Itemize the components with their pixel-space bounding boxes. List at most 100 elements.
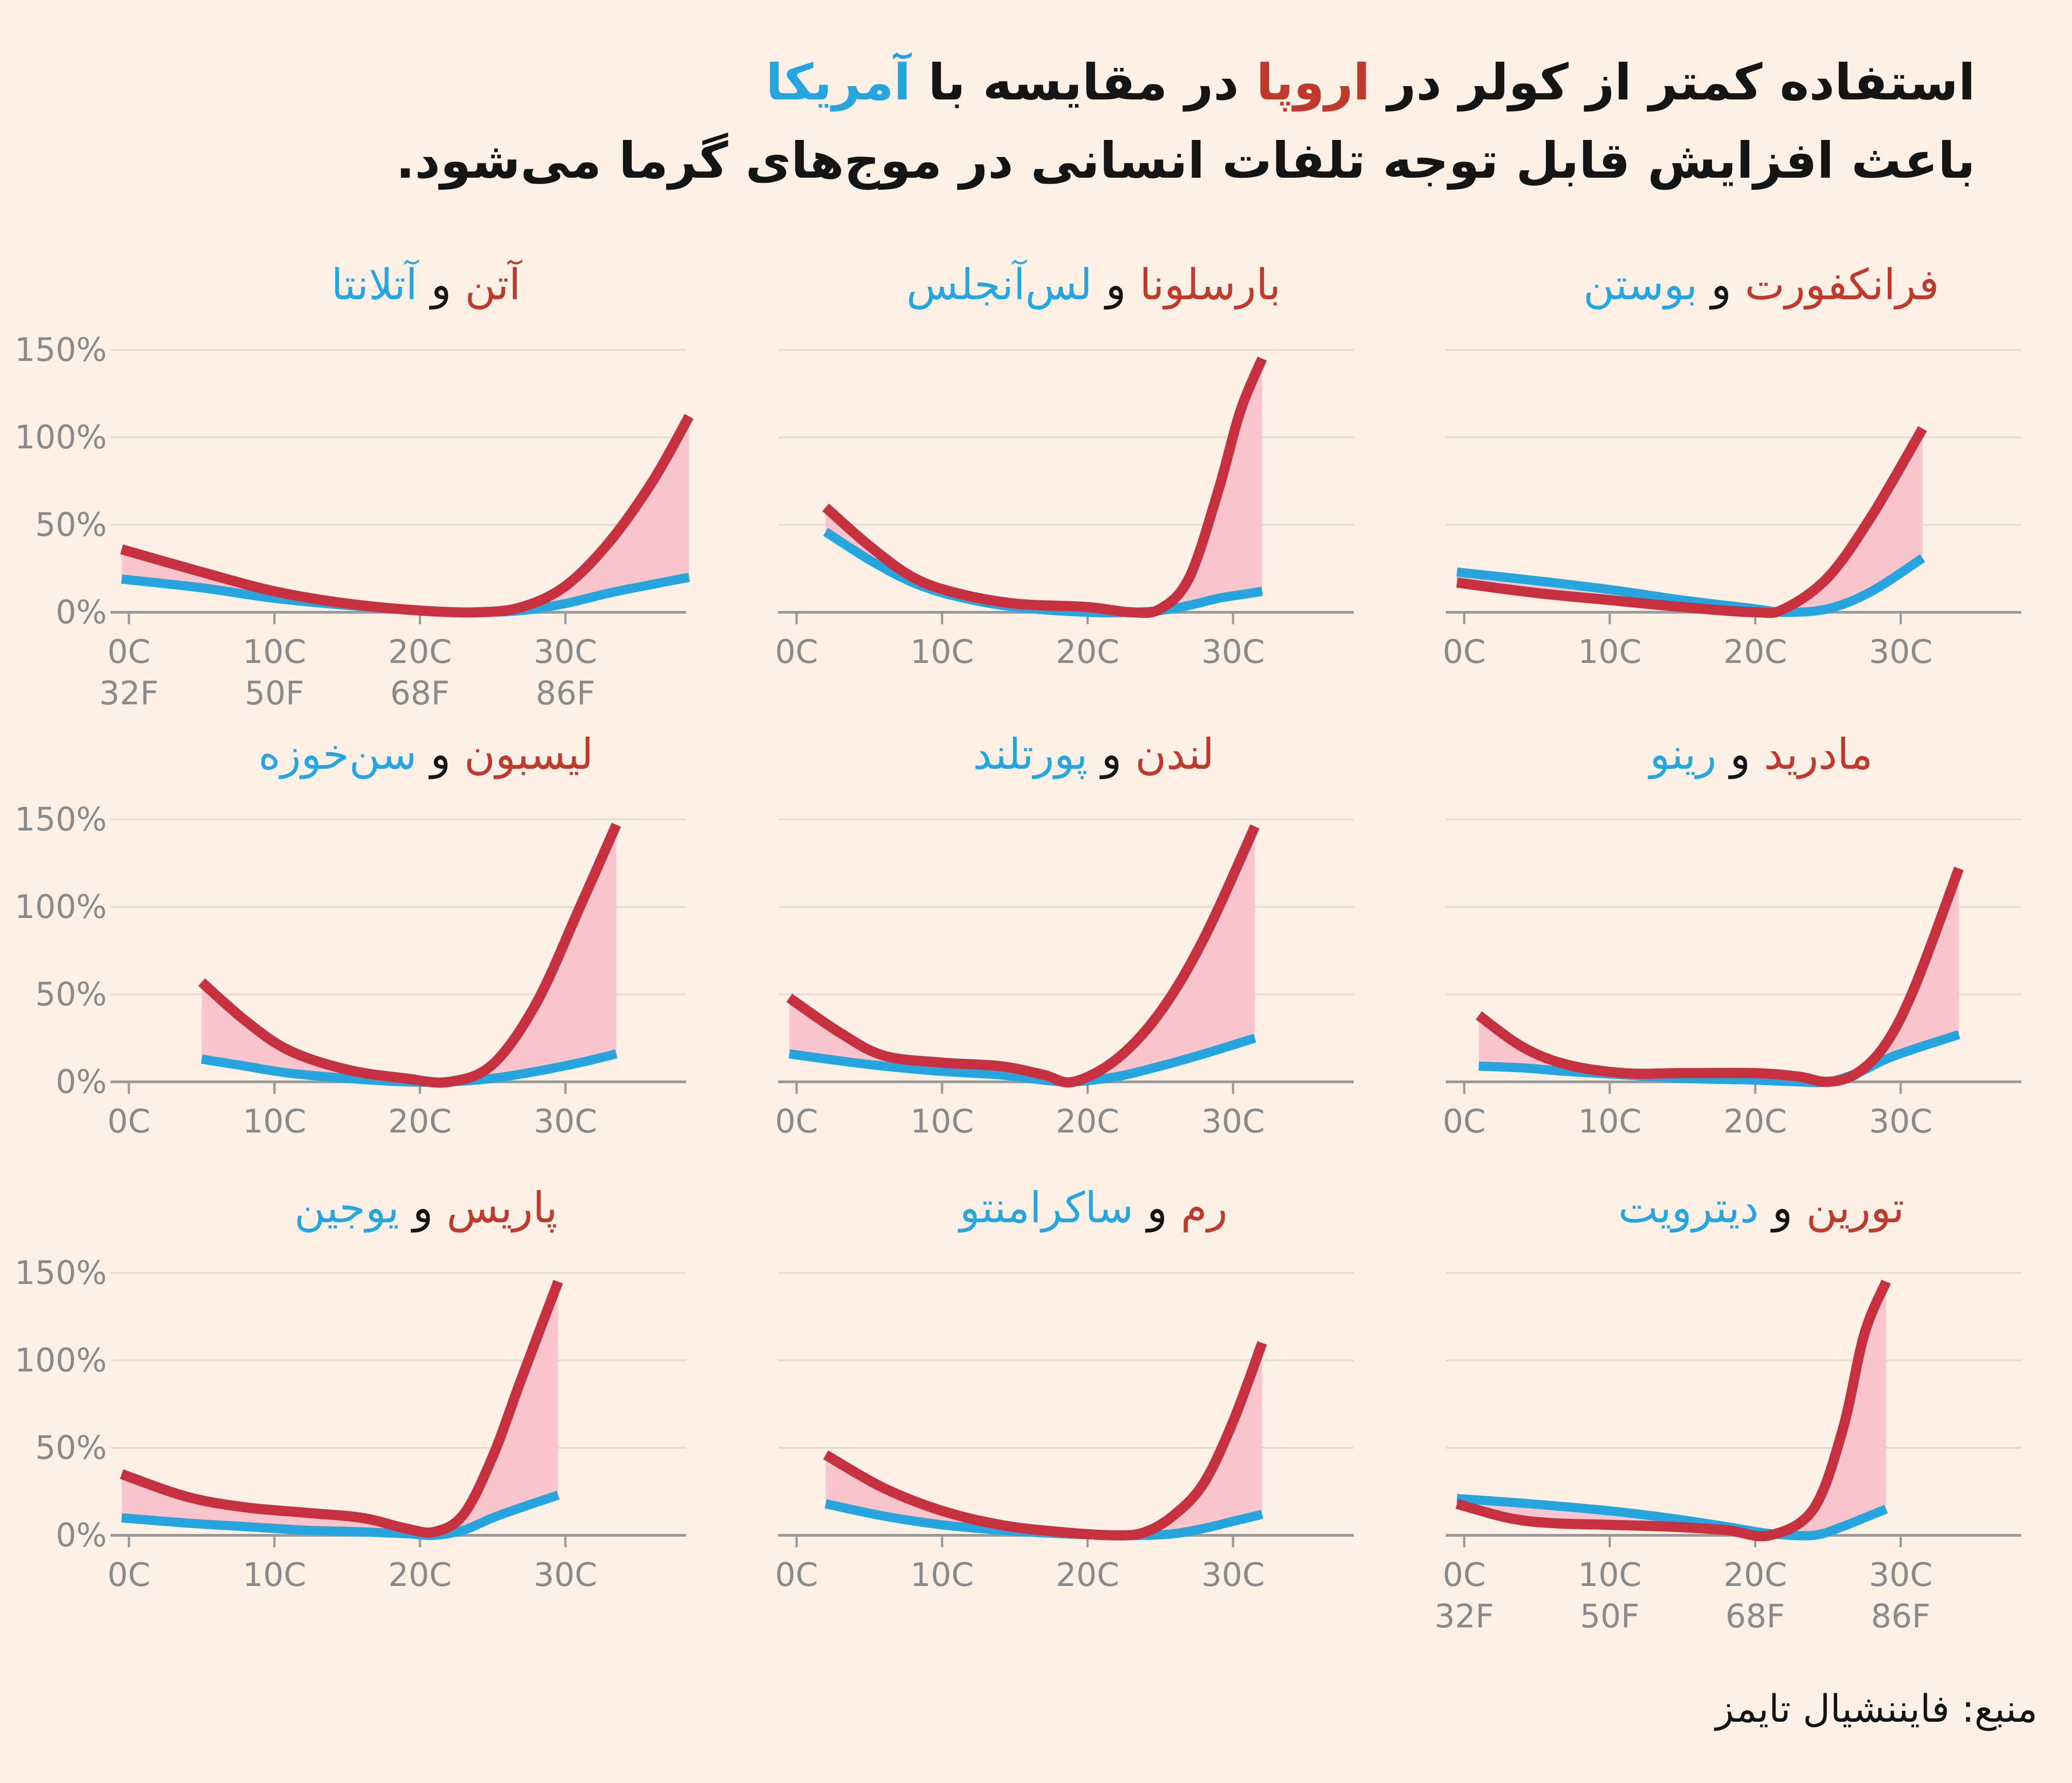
- y-tick-label: 150%: [15, 331, 107, 369]
- x-tick-label: 20C: [1723, 1556, 1787, 1594]
- y-tick-label: 0%: [56, 1516, 107, 1554]
- x-tick-label: 30C: [1869, 633, 1932, 671]
- us-series-line: [1478, 1030, 1961, 1087]
- chart-title: مادرید و رینو: [1648, 730, 1873, 779]
- y-tick-label: 100%: [15, 1342, 107, 1379]
- gap-area: [1478, 868, 1959, 1083]
- x-tick-label-fahrenheit: 32F: [1434, 1597, 1494, 1635]
- chart-title-us: سن‌خوزه: [258, 730, 417, 779]
- y-tick-label: 150%: [15, 1254, 107, 1292]
- x-tick-label: 30C: [1201, 633, 1265, 671]
- us-series-line: [121, 1491, 560, 1540]
- x-tick-label-fahrenheit: 86F: [535, 674, 595, 712]
- x-tick-label: 20C: [1056, 633, 1119, 671]
- x-tick-label: 30C: [534, 1556, 597, 1594]
- chart-title-and: و: [1134, 1183, 1181, 1233]
- chart-panel: لیسبون و سن‌خوزه 150% 100% 50% 0%0C 10C 20C 30C: [15, 730, 686, 1140]
- x-tick-label: 0C: [107, 633, 150, 671]
- x-tick-label: 20C: [388, 633, 452, 671]
- europe-series-line: [1455, 1279, 1891, 1542]
- title-europe: اروپا: [1256, 54, 1370, 111]
- x-tick-label: 30C: [1869, 1556, 1932, 1594]
- x-tick-label: 20C: [388, 1103, 452, 1140]
- y-tick-label: 50%: [35, 506, 107, 544]
- x-tick-label: 10C: [910, 1103, 974, 1140]
- europe-series-line: [120, 413, 694, 618]
- chart-title-and: و: [417, 730, 464, 779]
- chart-title-europe: لیسبون: [464, 730, 594, 779]
- chart-panel: بارسلونا و لس‌آنجلس 0C 10C 20C 30C: [775, 259, 1354, 671]
- x-tick-label: 0C: [107, 1103, 150, 1140]
- x-tick-label: 30C: [1869, 1103, 1932, 1140]
- x-tick-label: 20C: [1056, 1556, 1119, 1594]
- gap-area: [122, 1282, 559, 1536]
- chart-title-europe: لندن: [1135, 730, 1214, 779]
- x-tick-label: 0C: [775, 1103, 818, 1140]
- chart-title-us: پورتلند: [973, 730, 1088, 779]
- europe-series-line: [120, 1280, 563, 1538]
- chart-title-us: دیترویت: [1618, 1183, 1758, 1233]
- x-tick-label: 10C: [1578, 633, 1641, 671]
- x-tick-label: 10C: [1578, 1103, 1641, 1140]
- x-tick-label: 0C: [775, 1556, 818, 1594]
- chart-title-europe: بارسلونا: [1140, 260, 1281, 310]
- y-tick-label: 50%: [35, 976, 107, 1013]
- x-tick-label: 20C: [1056, 1103, 1119, 1140]
- x-tick-label: 10C: [1578, 1556, 1641, 1594]
- chart-title-us: لس‌آنجلس: [906, 259, 1092, 310]
- chart-title: لیسبون و سن‌خوزه: [258, 730, 594, 779]
- x-tick-label: 30C: [534, 1103, 597, 1140]
- x-tick-label: 0C: [1443, 1103, 1485, 1140]
- title-line-1: استفاده کمتر از کولر در اروپا در مقایسه …: [766, 54, 1975, 111]
- chart-title-europe: فرانکفورت: [1745, 260, 1939, 310]
- chart-title: رم و ساکرامنتو: [958, 1183, 1228, 1233]
- chart-title-us: یوجین: [294, 1183, 399, 1233]
- x-tick-label-fahrenheit: 50F: [244, 674, 304, 712]
- x-tick-label-fahrenheit: 68F: [390, 674, 449, 712]
- x-tick-label: 20C: [1723, 1103, 1787, 1140]
- europe-series-line: [822, 356, 1267, 618]
- chart-title-and: و: [1717, 730, 1764, 779]
- x-tick-label-fahrenheit: 86F: [1871, 1597, 1930, 1635]
- us-series-line: [788, 1034, 1257, 1087]
- chart-title: فرانکفورت و بوستن: [1583, 260, 1939, 310]
- us-series-line: [823, 528, 1263, 617]
- europe-series-line: [1476, 866, 1964, 1087]
- europe-series-line: [823, 1341, 1267, 1540]
- chart-title-europe: آتن: [465, 259, 523, 310]
- x-tick-label-fahrenheit: 32F: [99, 674, 158, 712]
- chart-title-us: آتلانتا: [331, 259, 419, 309]
- chart-title-europe: تورین: [1806, 1183, 1904, 1233]
- x-tick-label: 30C: [534, 633, 597, 671]
- chart-title-europe: مادرید: [1764, 730, 1873, 779]
- source-note: منبع: فایننشیال تایمز: [1715, 1687, 2037, 1731]
- gap-area: [202, 825, 617, 1083]
- chart-title: لندن و پورتلند: [973, 730, 1214, 779]
- chart-title: آتن و آتلانتا: [331, 259, 522, 310]
- x-tick-label: 10C: [243, 1556, 306, 1594]
- chart-title-europe: رم: [1181, 1183, 1228, 1232]
- y-tick-label: 150%: [15, 801, 107, 838]
- gap-area: [826, 1343, 1263, 1536]
- gap-area: [122, 416, 689, 613]
- chart-title-and: و: [1698, 260, 1745, 310]
- y-tick-label: 100%: [15, 418, 107, 456]
- europe-series-line: [1456, 426, 1927, 618]
- y-tick-label: 0%: [56, 1063, 107, 1101]
- title-line-2: باعث افزایش قابل توجه تلفات انسانی در مو…: [396, 132, 1975, 190]
- x-tick-label: 0C: [1443, 633, 1485, 671]
- europe-series-line: [198, 822, 621, 1088]
- us-series-line: [1456, 1494, 1888, 1540]
- y-tick-label: 0%: [56, 593, 107, 631]
- chart-title-us: رینو: [1648, 730, 1717, 779]
- chart-panel: پاریس و یوجین 150% 100% 50% 0%0C 10C 20C 30C: [15, 1183, 686, 1594]
- chart-title-and: و: [1759, 1183, 1806, 1233]
- chart-title-and: و: [1092, 260, 1140, 310]
- x-tick-label: 10C: [910, 633, 974, 671]
- y-tick-label: 50%: [35, 1429, 107, 1467]
- chart-panel: فرانکفورت و بوستن 0C 10C 20C 30C: [1443, 260, 2021, 671]
- x-tick-label-fahrenheit: 50F: [1580, 1597, 1639, 1635]
